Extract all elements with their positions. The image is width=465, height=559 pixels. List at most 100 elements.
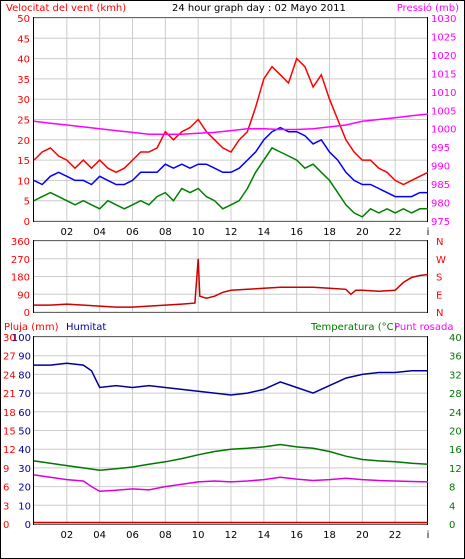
rain-y-tick: 12	[3, 445, 16, 456]
wind-y-tick: 10	[17, 176, 30, 187]
humidity-y-tick: 90	[18, 352, 31, 363]
x-axis-humidity: 02 04 06 08 10 12 14 16 18 20 22 i	[60, 530, 429, 541]
humidity-y-tick: 30	[18, 464, 31, 475]
temperature-y-tick: 20	[449, 427, 462, 438]
direction-y-tick: 180	[11, 273, 30, 284]
rain-y-tick: 6	[3, 483, 9, 494]
x-tick-label: 14	[257, 530, 270, 541]
pressure-line	[33, 113, 429, 136]
temperature-y-tick: 8	[449, 483, 455, 494]
temperature-y-axis: 0 4 8 12 16 20 24 28 32 36 40	[449, 333, 462, 531]
x-tick-label: 10	[192, 530, 205, 541]
pressure-y-tick: 995	[431, 143, 450, 154]
rain-y-tick: 15	[3, 427, 16, 438]
wind-gust-line	[33, 57, 429, 186]
rain-y-tick: 30	[3, 333, 16, 344]
humidity-y-tick: 50	[18, 427, 31, 438]
pressure-y-tick: 1000	[431, 125, 456, 136]
rain-axis-title: Pluja (mm)	[4, 322, 59, 333]
rain-y-tick: 9	[3, 464, 9, 475]
humidity-y-tick: 100	[12, 333, 31, 344]
dewpoint-line	[33, 474, 429, 493]
x-tick-label: 10	[192, 227, 205, 238]
wind-y-tick: 25	[17, 116, 30, 127]
pressure-y-tick: 990	[431, 162, 450, 173]
direction-letter: W	[436, 255, 446, 266]
direction-letter: E	[436, 290, 442, 301]
direction-y-tick: 270	[11, 255, 30, 266]
temperature-y-tick: 28	[449, 389, 462, 400]
x-tick-label: 22	[389, 227, 402, 238]
wind-y-tick: 0	[24, 217, 30, 228]
x-tick-label: 22	[389, 530, 402, 541]
x-tick-label: 16	[290, 227, 303, 238]
x-tick-label: 08	[159, 530, 172, 541]
wind-y-tick: 40	[17, 55, 30, 66]
x-tick-label: 02	[60, 227, 73, 238]
wind-y-tick: 5	[24, 197, 30, 208]
direction-y-axis: 0 90 180 270 360	[11, 237, 30, 319]
wind-y-axis: 0 5 10 15 20 25 30 35 40 45 50	[17, 14, 30, 228]
temperature-y-tick: 4	[449, 501, 455, 512]
x-tick-label: 04	[93, 227, 106, 238]
temperature-y-tick: 40	[449, 333, 462, 344]
pressure-axis-title: Pressió (mb)	[397, 2, 459, 14]
x-tick-label: i	[427, 530, 430, 541]
x-tick-label: 20	[356, 530, 369, 541]
humidity-temp-series	[33, 362, 429, 524]
rain-y-tick: 27	[3, 352, 16, 363]
direction-y-tick: 90	[17, 290, 30, 301]
pressure-y-axis: 975 980 985 990 995 1000 1005 1010 1015 1020 1025 1…	[431, 14, 456, 228]
rain-y-tick: 24	[3, 370, 16, 381]
direction-letter: N	[436, 237, 443, 248]
pressure-y-tick: 1015	[431, 69, 456, 80]
temperature-y-tick: 24	[449, 408, 462, 419]
wind-direction-line	[34, 258, 429, 308]
pressure-y-tick: 1030	[431, 14, 456, 25]
x-tick-label: i	[427, 227, 430, 238]
x-tick-label: 20	[356, 227, 369, 238]
temperature-y-tick: 12	[449, 464, 462, 475]
direction-gridlines	[34, 240, 427, 313]
x-tick-label: 18	[323, 530, 336, 541]
humidity-axis-title: Humitat	[66, 322, 106, 333]
direction-letter: N	[436, 308, 443, 319]
humidity-y-axis: 0 10 20 30 40 50 60 70 80 90 100	[12, 333, 31, 531]
wind-y-tick: 15	[17, 156, 30, 167]
rain-y-tick: 21	[3, 389, 16, 400]
x-tick-label: 04	[93, 530, 106, 541]
x-axis-wind: 02 04 06 08 10 12 14 16 18 20 22 i	[60, 227, 429, 238]
pressure-y-tick: 985	[431, 180, 450, 191]
temperature-axis-title: Temperatura (°C)	[310, 322, 398, 333]
humidity-y-tick: 60	[18, 408, 31, 419]
temperature-y-tick: 0	[449, 520, 455, 531]
dewpoint-axis-title: Punt rosada	[394, 322, 453, 333]
humidity-line	[34, 362, 428, 396]
temperature-y-tick: 16	[449, 445, 462, 456]
humidity-y-tick: 80	[18, 370, 31, 381]
x-tick-label: 06	[126, 227, 139, 238]
humidity-y-tick: 40	[18, 445, 31, 456]
x-tick-label: 14	[257, 227, 270, 238]
x-tick-label: 18	[323, 227, 336, 238]
humidity-gridlines	[34, 336, 427, 525]
pressure-y-tick: 975	[431, 217, 450, 228]
chart-title: 24 hour graph day : 02 Mayo 2011	[172, 3, 346, 14]
x-tick-label: 12	[225, 530, 238, 541]
direction-y-tick: 360	[11, 237, 30, 248]
rain-y-tick: 0	[3, 520, 9, 531]
rain-y-tick: 3	[3, 501, 9, 512]
pressure-y-tick: 1020	[431, 51, 456, 62]
x-tick-label: 06	[126, 530, 139, 541]
wind-series	[33, 57, 429, 218]
pressure-y-tick: 1025	[431, 32, 456, 43]
wind-y-tick: 50	[17, 14, 30, 25]
wind-axis-title: Velocitat del vent (kmh)	[6, 3, 126, 14]
direction-letter: S	[436, 273, 442, 284]
x-tick-label: 08	[159, 227, 172, 238]
